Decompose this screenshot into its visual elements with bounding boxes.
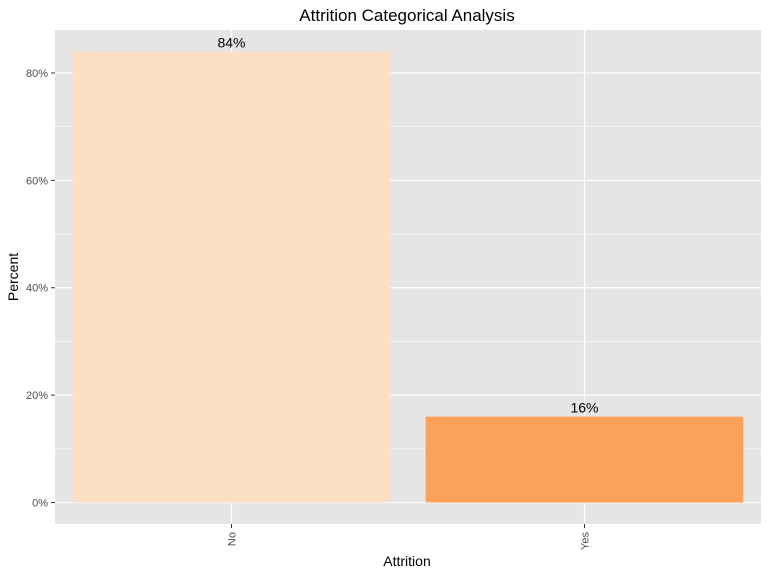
x-tick-label-no: No	[227, 532, 239, 546]
x-axis: No Yes	[227, 524, 592, 550]
x-axis-title: Attrition	[383, 553, 430, 569]
y-tick-label: 40%	[26, 283, 48, 295]
data-label-no: 84%	[217, 34, 245, 50]
bar-yes	[425, 416, 744, 503]
y-tick-label: 60%	[26, 175, 48, 187]
chart-title: Attrition Categorical Analysis	[299, 6, 514, 25]
data-labels: 84% 16%	[217, 34, 598, 415]
x-tick-label-yes: Yes	[580, 532, 592, 550]
data-label-yes: 16%	[570, 400, 598, 416]
y-tick-label: 0%	[32, 498, 48, 510]
y-tick-label: 20%	[26, 390, 48, 402]
bars	[72, 51, 744, 503]
y-axis-title: Percent	[5, 253, 21, 301]
y-tick-label: 80%	[26, 68, 48, 80]
y-axis: 0% 20% 40% 60% 80%	[26, 68, 55, 510]
bar-no	[72, 51, 391, 503]
